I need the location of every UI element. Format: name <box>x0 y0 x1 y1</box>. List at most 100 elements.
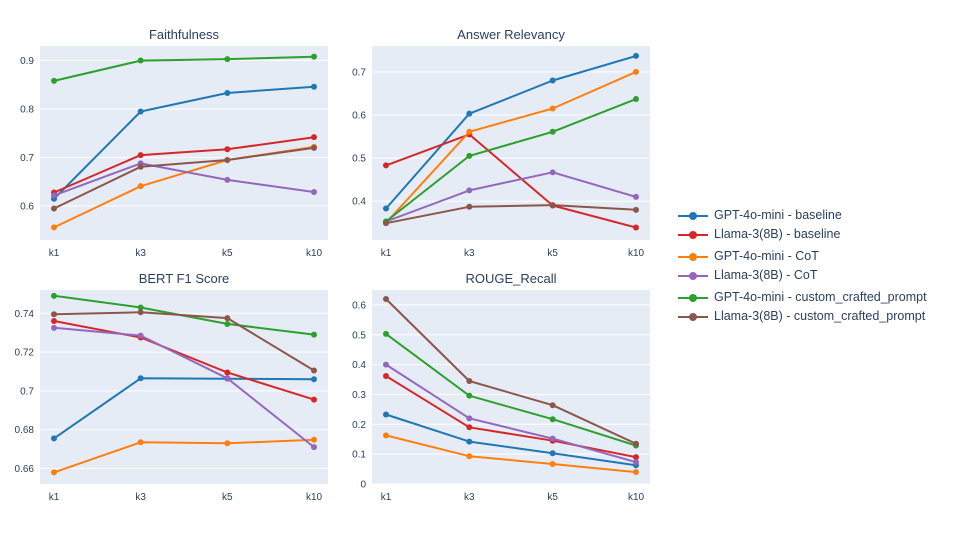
bert-f1-score-point-llama-3-8b-cot <box>311 444 317 451</box>
answer-relevancy-point-llama-3-8b-custom-crafted-prompt <box>549 202 556 209</box>
rouge-recall-series-llama-3-8b-cot <box>383 361 639 466</box>
bert-f1-score-point-llama-3-8b-cot <box>137 332 144 339</box>
answer-relevancy-series-gpt-4o-mini-cot <box>383 68 639 226</box>
legend-swatch <box>678 253 708 261</box>
bert-f1-score-line-gpt-4o-mini-cot <box>53 438 315 474</box>
legend-item-llama-3-8b-custom-crafted-prompt[interactable]: Llama-3(8B) - custom_crafted_prompt <box>678 307 948 326</box>
faithfulness-point-llama-3-8b-custom-crafted-prompt <box>137 163 144 170</box>
faithfulness-xtick-label: k5 <box>222 248 233 259</box>
faithfulness-point-gpt-4o-mini-baseline <box>137 108 144 115</box>
bert-f1-score-point-llama-3-8b-custom-crafted-prompt <box>51 311 57 318</box>
faithfulness-point-llama-3-8b-baseline <box>311 134 317 141</box>
legend-label: GPT-4o-mini - custom_crafted_prompt <box>714 290 927 304</box>
legend-item-gpt-4o-mini-cot[interactable]: GPT-4o-mini - CoT <box>678 247 948 266</box>
faithfulness-point-gpt-4o-mini-custom-crafted-prompt <box>311 53 317 60</box>
faithfulness-point-gpt-4o-mini-custom-crafted-prompt <box>51 77 57 84</box>
rouge-recall-point-llama-3-8b-custom-crafted-prompt <box>466 378 473 385</box>
faithfulness-point-llama-3-8b-cot <box>224 176 231 183</box>
rouge-recall-point-llama-3-8b-cot <box>466 415 473 422</box>
answer-relevancy-line-gpt-4o-mini-cot <box>385 70 637 224</box>
faithfulness-point-llama-3-8b-baseline <box>137 152 144 159</box>
answer-relevancy-series-gpt-4o-mini-baseline <box>383 52 639 212</box>
legend-label: Llama-3(8B) - custom_crafted_prompt <box>714 309 926 323</box>
rouge-recall-series-llama-3-8b-custom-crafted-prompt <box>383 295 639 447</box>
faithfulness-ytick-label: 0.8 <box>20 105 34 116</box>
rouge-recall-point-gpt-4o-mini-baseline <box>466 438 473 445</box>
answer-relevancy-point-llama-3-8b-cot <box>466 187 473 194</box>
rouge-recall-ytick-label: 0.6 <box>352 300 366 311</box>
legend-marker <box>689 313 697 321</box>
rouge-recall-xtick-label: k10 <box>628 492 645 503</box>
rouge-recall-point-llama-3-8b-custom-crafted-prompt <box>383 295 389 302</box>
rouge-recall-point-gpt-4o-mini-cot <box>633 469 639 476</box>
legend-item-llama-3-8b-baseline[interactable]: Llama-3(8B) - baseline <box>678 225 948 244</box>
bert-f1-score-line-llama-3-8b-baseline <box>53 320 315 401</box>
faithfulness-point-llama-3-8b-baseline <box>224 146 231 153</box>
answer-relevancy-point-gpt-4o-mini-cot <box>549 105 556 112</box>
answer-relevancy-chart: 0.4 0.5 0.6 0.7 k1 k3 k5 k10 Answer Relevancy <box>352 27 650 259</box>
rouge-recall-point-gpt-4o-mini-cot <box>383 432 389 439</box>
rouge-recall-xtick-label: k3 <box>464 492 475 503</box>
answer-relevancy-point-llama-3-8b-baseline <box>383 162 389 169</box>
legend-swatch <box>678 231 708 239</box>
legend-label: Llama-3(8B) - baseline <box>714 227 841 241</box>
answer-relevancy-ytick-label: 0.5 <box>352 154 366 165</box>
legend-label: GPT-4o-mini - CoT <box>714 249 819 263</box>
answer-relevancy-point-llama-3-8b-custom-crafted-prompt <box>466 203 473 210</box>
faithfulness-point-gpt-4o-mini-baseline <box>311 83 317 90</box>
rouge-recall-line-gpt-4o-mini-custom-crafted-prompt <box>385 333 637 447</box>
legend-item-gpt-4o-mini-custom-crafted-prompt[interactable]: GPT-4o-mini - custom_crafted_prompt <box>678 288 948 307</box>
answer-relevancy-xtick-label: k1 <box>381 248 392 259</box>
rouge-recall-point-llama-3-8b-cot <box>383 361 389 368</box>
rouge-recall-point-llama-3-8b-custom-crafted-prompt <box>633 440 639 447</box>
rouge-recall-ytick-label: 0.2 <box>352 420 366 431</box>
answer-relevancy-point-gpt-4o-mini-custom-crafted-prompt <box>466 152 473 159</box>
faithfulness-plot-area <box>40 46 328 240</box>
answer-relevancy-point-gpt-4o-mini-custom-crafted-prompt <box>633 96 639 103</box>
answer-relevancy-ytick-label: 0.6 <box>352 110 366 121</box>
bert-f1-score-point-gpt-4o-mini-cot <box>224 440 231 447</box>
answer-relevancy-xtick-label: k5 <box>547 248 558 259</box>
rouge-recall-point-gpt-4o-mini-custom-crafted-prompt <box>549 416 556 423</box>
answer-relevancy-point-llama-3-8b-cot <box>633 193 639 200</box>
bert-f1-score-series-gpt-4o-mini-cot <box>51 436 317 476</box>
faithfulness-series-llama-3-8b-cot <box>51 160 317 199</box>
faithfulness-chart: 0.6 0.7 0.8 0.9 k1 k3 k5 k10 Faithfulness <box>20 27 328 259</box>
answer-relevancy-line-llama-3-8b-baseline <box>385 133 637 229</box>
bert-f1-score-point-llama-3-8b-baseline <box>311 396 317 403</box>
answer-relevancy-line-llama-3-8b-cot <box>385 171 637 223</box>
rouge-recall-ytick-label: 0.4 <box>352 360 366 371</box>
legend-item-gpt-4o-mini-baseline[interactable]: GPT-4o-mini - baseline <box>678 206 948 225</box>
legend-swatch <box>678 313 708 321</box>
bert-f1-score-point-gpt-4o-mini-baseline <box>137 375 144 382</box>
rouge-recall-point-llama-3-8b-baseline <box>633 454 639 461</box>
answer-relevancy-point-gpt-4o-mini-baseline <box>549 77 556 84</box>
faithfulness-ytick-label: 0.6 <box>20 202 34 213</box>
legend-item-llama-3-8b-cot[interactable]: Llama-3(8B) - CoT <box>678 266 948 285</box>
rouge-recall-line-llama-3-8b-baseline <box>385 375 637 459</box>
rouge-recall-line-llama-3-8b-cot <box>385 363 637 464</box>
rouge-recall-ytick-label: 0.5 <box>352 330 366 341</box>
rouge-recall-point-llama-3-8b-custom-crafted-prompt <box>549 402 556 409</box>
bert-f1-score-point-llama-3-8b-cot <box>224 375 231 382</box>
legend[interactable]: GPT-4o-mini - baseline Llama-3(8B) - base… <box>678 206 948 326</box>
bert-f1-score-point-llama-3-8b-custom-crafted-prompt <box>224 315 231 322</box>
faithfulness-ytick-label: 0.9 <box>20 56 34 67</box>
answer-relevancy-ytick-label: 0.7 <box>352 67 366 78</box>
bert-f1-score-point-llama-3-8b-custom-crafted-prompt <box>311 367 317 374</box>
bert-f1-score-ytick-label: 0.74 <box>15 309 35 320</box>
bert-f1-score-point-gpt-4o-mini-custom-crafted-prompt <box>51 292 57 299</box>
bert-f1-score-point-llama-3-8b-cot <box>51 324 57 331</box>
answer-relevancy-xtick-label: k3 <box>464 248 475 259</box>
bert-f1-score-xtick-label: k5 <box>222 492 233 503</box>
bert-f1-score-ytick-label: 0.7 <box>20 386 34 397</box>
answer-relevancy-point-gpt-4o-mini-baseline <box>466 110 473 117</box>
bert-f1-score-ytick-label: 0.66 <box>15 464 35 475</box>
legend-swatch <box>678 294 708 302</box>
legend-marker <box>689 253 697 261</box>
legend-label: GPT-4o-mini - baseline <box>714 208 842 222</box>
rouge-recall-xtick-label: k5 <box>547 492 558 503</box>
answer-relevancy-point-llama-3-8b-custom-crafted-prompt <box>633 206 639 213</box>
rouge-recall-line-llama-3-8b-custom-crafted-prompt <box>385 298 637 445</box>
bert-f1-score-point-gpt-4o-mini-custom-crafted-prompt <box>224 320 231 327</box>
